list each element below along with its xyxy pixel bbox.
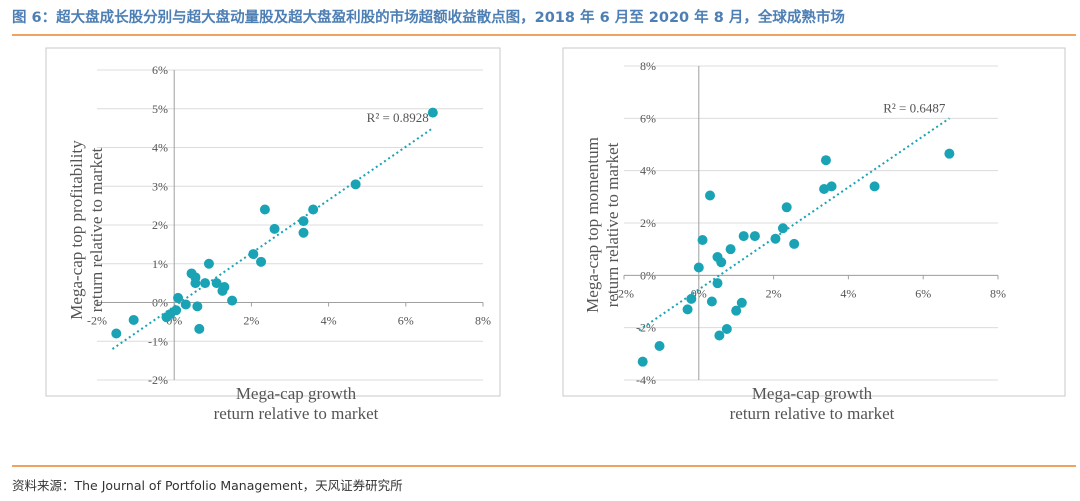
x-tick-label: -2%: [87, 314, 107, 328]
data-point: [738, 231, 749, 242]
y-axis-label-line: Mega-cap top momentum: [583, 137, 602, 313]
y-tick-label: 8%: [640, 59, 656, 73]
y-tick-label: 1%: [152, 257, 168, 271]
data-point: [789, 238, 800, 249]
data-point: [693, 262, 704, 273]
x-axis-label: Mega-cap growth return relative to market: [730, 384, 895, 423]
data-point: [725, 244, 736, 255]
data-point: [781, 202, 792, 213]
y-tick-label: 4%: [640, 164, 656, 178]
data-point: [714, 330, 725, 341]
r-squared-label: R² = 0.8928: [367, 110, 429, 125]
y-axis-label: Mega-cap top momentumreturn relative to …: [583, 137, 622, 313]
x-axis-label-line: return relative to market: [730, 404, 895, 423]
data-point: [259, 204, 270, 215]
data-point: [192, 301, 203, 312]
data-point: [128, 314, 139, 325]
figure-title: 图 6：超大盘成长股分别与超大盘动量股及超大盘盈利股的市场超额收益散点图，201…: [12, 10, 845, 26]
data-point: [298, 227, 309, 238]
data-point: [682, 304, 693, 315]
data-point: [211, 278, 222, 289]
y-tick-label: -1%: [148, 334, 168, 348]
data-point: [200, 278, 211, 289]
y-tick-label: -2%: [148, 373, 168, 387]
y-axis-label-line: return relative to market: [603, 142, 622, 307]
y-tick-label: 5%: [152, 102, 168, 116]
data-point: [637, 356, 648, 367]
data-point: [308, 204, 319, 215]
data-point: [427, 107, 438, 118]
data-point: [712, 278, 723, 289]
x-axis-label-line: return relative to market: [214, 404, 379, 423]
y-tick-label: 6%: [152, 63, 168, 77]
data-point: [705, 190, 716, 201]
data-point: [350, 179, 361, 190]
y-tick-label: -2%: [636, 321, 656, 335]
data-point: [180, 299, 191, 310]
data-point: [686, 293, 697, 304]
y-axis-label: Mega-cap top profitabilityreturn relativ…: [67, 140, 106, 320]
x-tick-label: 2%: [766, 286, 782, 300]
data-point: [736, 297, 747, 308]
x-tick-label: -2%: [614, 286, 634, 300]
chart-frame: [45, 47, 501, 397]
y-tick-label: 2%: [640, 216, 656, 230]
data-point: [654, 340, 665, 351]
data-point: [706, 296, 717, 307]
data-point: [721, 323, 732, 334]
data-point: [256, 256, 267, 267]
y-axis-label-line: return relative to market: [87, 147, 106, 312]
data-point: [826, 181, 837, 192]
data-point: [697, 235, 708, 246]
x-tick-label: 4%: [321, 314, 337, 328]
x-tick-label: 6%: [915, 286, 931, 300]
data-point: [111, 328, 122, 339]
data-point: [219, 282, 230, 292]
y-tick-label: -4%: [636, 373, 656, 387]
y-axis-label-line: Mega-cap top profitability: [67, 140, 86, 320]
x-axis-label: Mega-cap growth return relative to market: [214, 384, 379, 423]
data-point: [716, 257, 727, 268]
x-axis-label-line: Mega-cap growth: [752, 384, 873, 403]
x-tick-label: 8%: [990, 286, 1006, 300]
data-point: [749, 231, 760, 242]
data-point: [248, 249, 259, 260]
x-tick-label: 4%: [840, 286, 856, 300]
data-point: [777, 223, 788, 234]
y-tick-label: 6%: [640, 111, 656, 125]
data-point: [203, 258, 214, 269]
x-tick-label: 6%: [398, 314, 414, 328]
r-squared-label: R² = 0.6487: [883, 100, 946, 115]
data-point: [269, 223, 280, 234]
data-point: [770, 233, 781, 244]
data-point: [731, 305, 742, 316]
data-point: [820, 155, 831, 166]
data-point: [944, 148, 955, 159]
x-axis-label-line: Mega-cap growth: [236, 384, 357, 403]
data-point: [227, 295, 238, 306]
data-point: [194, 323, 205, 334]
x-tick-label: 8%: [475, 314, 491, 328]
data-point: [298, 216, 309, 227]
data-point: [869, 181, 880, 192]
chart-frame: [562, 47, 1066, 397]
top-divider: [12, 34, 1076, 36]
data-point: [171, 305, 182, 316]
data-point: [190, 278, 201, 289]
y-tick-label: 4%: [152, 141, 168, 155]
bottom-divider: [12, 465, 1076, 467]
x-tick-label: 2%: [243, 314, 259, 328]
data-point: [173, 292, 184, 303]
source-note: 资料来源：The Journal of Portfolio Management…: [12, 478, 403, 493]
y-tick-label: 3%: [152, 179, 168, 193]
y-tick-label: 2%: [152, 218, 168, 232]
